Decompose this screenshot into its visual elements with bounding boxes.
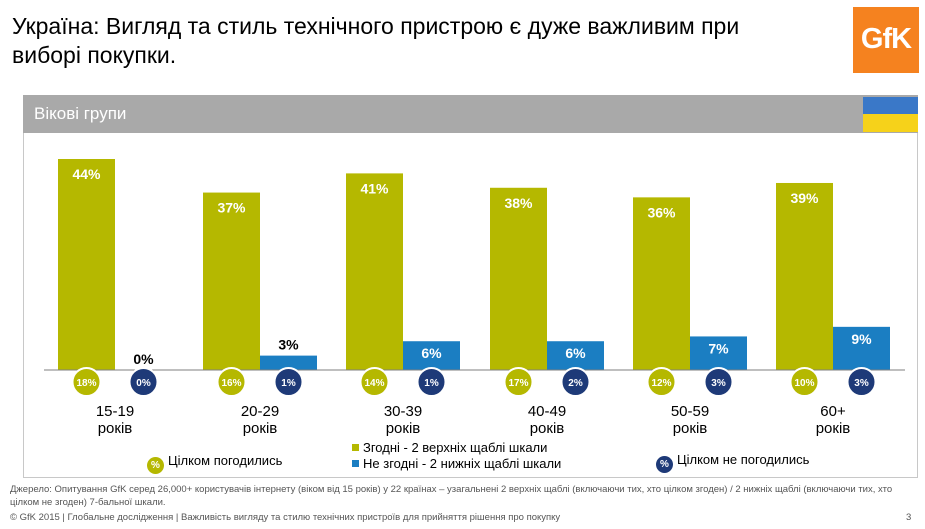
full-disagree-marker-icon: %: [656, 456, 673, 473]
ukraine-flag-icon: [863, 97, 918, 132]
section-label: Вікові групи: [34, 104, 127, 123]
chart-frame: [23, 133, 918, 478]
gfk-logo: GfK: [853, 7, 919, 73]
legend-agree: Згодні - 2 верхніх щаблі шкали: [352, 440, 547, 455]
page-title: Україна: Вигляд та стиль технічного прис…: [12, 13, 740, 68]
legend-agree-label: Згодні - 2 верхніх щаблі шкали: [363, 440, 548, 455]
page-number: 3: [906, 512, 912, 523]
disagree-square-icon: [352, 460, 359, 467]
full-agree-marker-icon: %: [147, 457, 164, 474]
legend-full-agree-label: Цілком погодились: [168, 453, 283, 468]
agree-square-icon: [352, 444, 359, 451]
legend-full-disagree: % Цілком не погодились: [656, 452, 809, 473]
legend-full-disagree-label: Цілком не погодились: [677, 452, 810, 467]
section-header: Вікові групи: [23, 95, 918, 133]
legend-full-agree: % Цілком погодились: [147, 453, 282, 474]
gfk-logo-text: GfK: [860, 23, 912, 55]
source-note: Джерело: Опитування GfK серед 26,000+ ко…: [10, 484, 893, 508]
footer-text: © GfK 2015 | Глобальне дослідження | Важ…: [10, 512, 561, 523]
legend-disagree-label: Не згодні - 2 нижніх щаблі шкали: [363, 456, 562, 471]
legend-disagree: Не згодні - 2 нижніх щаблі шкали: [352, 456, 561, 471]
